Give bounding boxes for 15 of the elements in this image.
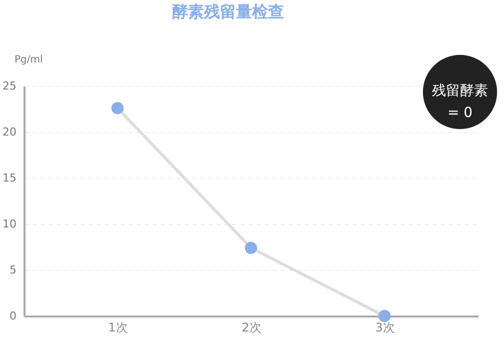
y-axis-title: Pg/ml xyxy=(14,54,43,66)
x-tick-label: 3次 xyxy=(375,320,395,334)
x-tick-label: 2次 xyxy=(242,320,262,334)
chart-title: 酵素残留量检查 xyxy=(172,2,284,21)
x-tick-label: 1次 xyxy=(108,320,128,334)
point xyxy=(111,102,124,114)
y-tick-label: 0 xyxy=(10,310,16,322)
point xyxy=(244,242,258,254)
point xyxy=(378,310,391,322)
y-tick-label: 10 xyxy=(2,218,16,230)
y-tick-label: 15 xyxy=(2,172,16,184)
y-tick-label: 5 xyxy=(10,264,16,276)
y-tick-label: 25 xyxy=(2,80,16,92)
annotation: 残留酵素 = 0 xyxy=(432,83,488,121)
y-tick-label: 20 xyxy=(2,126,16,138)
